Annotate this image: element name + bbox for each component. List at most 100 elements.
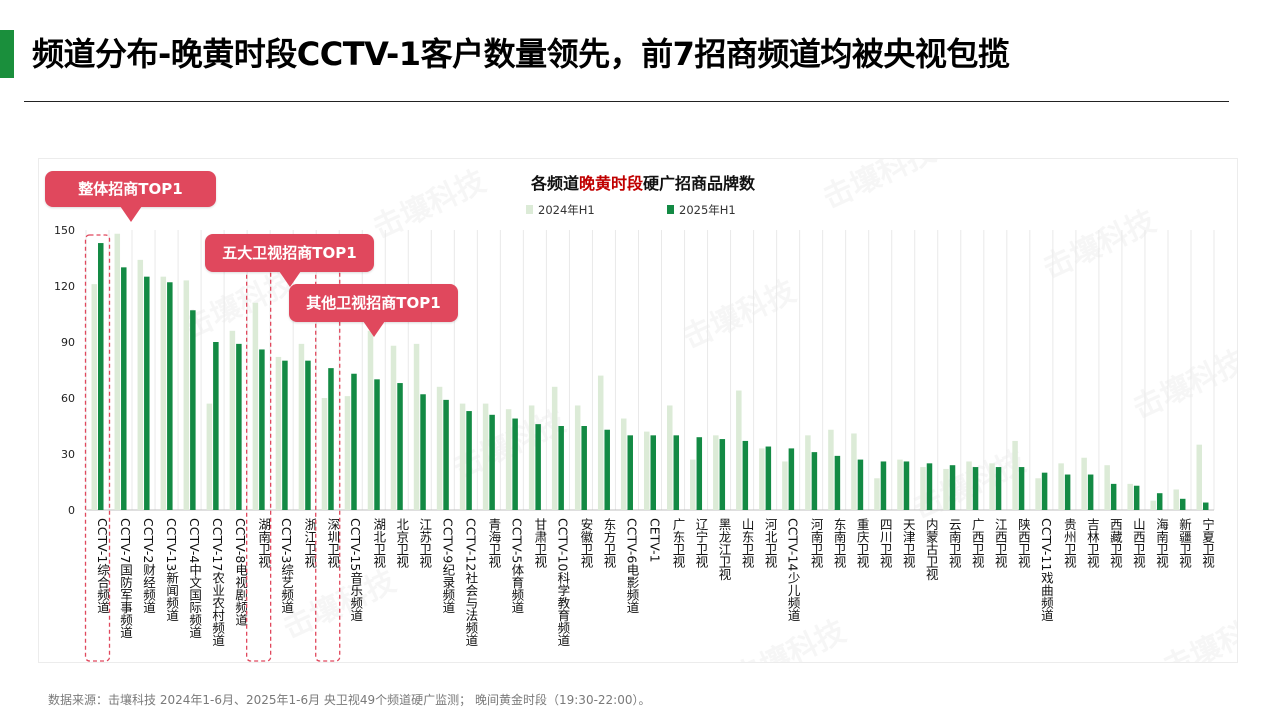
x-tick-label: 宁夏卫视 bbox=[1200, 517, 1215, 568]
watermark-text: 击壤科技 bbox=[818, 159, 942, 216]
x-tick-label: 青海卫视 bbox=[486, 518, 501, 568]
bar-2024h1 bbox=[966, 461, 972, 510]
x-tick-label: 黑龙江卫视 bbox=[717, 518, 732, 581]
bar-2024h1 bbox=[1035, 478, 1041, 510]
bar-2025h1 bbox=[144, 276, 150, 510]
bar-2025h1 bbox=[903, 461, 910, 510]
x-tick-label: CCTV-8电视剧频道 bbox=[233, 518, 248, 626]
bar-2024h1 bbox=[91, 284, 98, 510]
bar-2025h1 bbox=[1018, 467, 1025, 510]
bar-2024h1 bbox=[828, 429, 834, 510]
x-tick-label: 海南卫视 bbox=[1154, 517, 1169, 568]
chart-title-highlight: 晚黄时段 bbox=[579, 174, 644, 193]
x-tick-label: CCTV-4中文国际频道 bbox=[187, 518, 202, 638]
bar-2024h1 bbox=[690, 459, 696, 510]
bar-2025h1 bbox=[328, 368, 334, 510]
x-tick-label: 河北卫视 bbox=[763, 518, 778, 568]
x-tick-label: 东方卫视 bbox=[601, 518, 616, 568]
bar-2024h1 bbox=[229, 330, 236, 510]
bar-2024h1 bbox=[505, 409, 512, 510]
bar-2025h1 bbox=[604, 429, 610, 510]
page-title: 频道分布-晚黄时段CCTV-1客户数量领先，前7招商频道均被央视包揽 bbox=[32, 35, 1010, 73]
bar-2024h1 bbox=[620, 418, 627, 510]
title-accent-bar bbox=[0, 30, 14, 78]
bar-2024h1 bbox=[597, 375, 604, 510]
x-tick-label: CCTV-13新闻频道 bbox=[164, 518, 179, 621]
bar-2024h1 bbox=[713, 435, 719, 510]
x-tick-label: 陕西卫视 bbox=[1016, 517, 1031, 568]
x-tick-label: 吉林卫视 bbox=[1085, 518, 1100, 568]
bar-2025h1 bbox=[190, 310, 196, 510]
bar-2025h1 bbox=[742, 440, 749, 510]
x-tick-label: 东南卫视 bbox=[832, 518, 847, 568]
bar-2025h1 bbox=[926, 463, 933, 510]
bar-2024h1 bbox=[367, 330, 374, 510]
bar-2025h1 bbox=[98, 243, 104, 511]
chart-title-part: 硬广招商品牌数 bbox=[643, 174, 756, 193]
bar-2025h1 bbox=[811, 452, 818, 510]
bar-2025h1 bbox=[696, 437, 703, 510]
bar-2025h1 bbox=[834, 455, 841, 510]
bar-2024h1 bbox=[574, 405, 581, 510]
watermark-text: 击壤科技 bbox=[368, 164, 492, 246]
bar-2024h1 bbox=[183, 280, 190, 510]
x-tick-label: 重庆卫视 bbox=[855, 517, 870, 568]
bar-2024h1 bbox=[160, 276, 167, 510]
bar-2024h1 bbox=[736, 390, 742, 510]
bar-2025h1 bbox=[627, 435, 633, 510]
bar-2025h1 bbox=[581, 426, 587, 510]
x-tick-label: CCTV-17农业农村频道 bbox=[210, 518, 225, 646]
bar-2025h1 bbox=[512, 418, 518, 510]
x-tick-label: 贵州卫视 bbox=[1062, 518, 1077, 568]
bar-2025h1 bbox=[443, 399, 449, 510]
watermark-text: 击壤科技 bbox=[678, 274, 802, 356]
x-tick-label: CCTV-2财经频道 bbox=[141, 518, 156, 613]
y-tick-label: 0 bbox=[68, 504, 75, 517]
bar-2025h1 bbox=[1064, 474, 1071, 510]
bar-2024h1 bbox=[644, 431, 650, 510]
bar-2024h1 bbox=[943, 468, 949, 510]
bar-2025h1 bbox=[1156, 493, 1163, 510]
x-tick-label: 江苏卫视 bbox=[417, 518, 432, 568]
bar-2024h1 bbox=[897, 459, 903, 510]
bar-2024h1 bbox=[252, 302, 259, 510]
y-tick-label: 90 bbox=[61, 336, 75, 349]
bar-2024h1 bbox=[667, 405, 673, 510]
bar-2024h1 bbox=[989, 463, 995, 510]
x-tick-label: 山西卫视 bbox=[1131, 518, 1146, 568]
x-tick-label: CCTV-9纪录频道 bbox=[440, 518, 455, 613]
x-tick-label: 西藏卫视 bbox=[1108, 518, 1123, 568]
bar-2025h1 bbox=[213, 342, 219, 510]
bar-2024h1 bbox=[759, 448, 765, 510]
bar-2025h1 bbox=[489, 414, 495, 510]
bar-2024h1 bbox=[528, 405, 535, 510]
bar-2024h1 bbox=[344, 396, 351, 510]
bar-2025h1 bbox=[765, 446, 772, 510]
x-tick-label: 辽宁卫视 bbox=[694, 518, 709, 568]
bar-2025h1 bbox=[535, 424, 541, 510]
bar-2025h1 bbox=[167, 282, 173, 510]
bar-2024h1 bbox=[321, 398, 328, 510]
legend-label: 2024年H1 bbox=[538, 203, 595, 217]
x-tick-label: 浙江卫视 bbox=[302, 517, 317, 568]
x-tick-label: 云南卫视 bbox=[947, 518, 962, 568]
bar-2025h1 bbox=[397, 383, 403, 510]
bar-2024h1 bbox=[390, 345, 397, 510]
bar-2024h1 bbox=[298, 343, 305, 510]
bar-2025h1 bbox=[236, 343, 242, 510]
x-tick-label: 深圳卫视 bbox=[325, 518, 340, 568]
x-tick-label: CCTV-14少儿频道 bbox=[786, 518, 801, 621]
x-tick-label: CCTV-1综合频道 bbox=[95, 518, 110, 613]
chart-title: 各频道晚黄时段硬广招商品牌数 bbox=[530, 174, 756, 193]
bar-2024h1 bbox=[137, 259, 144, 510]
bar-2025h1 bbox=[1202, 502, 1209, 510]
bar-chart: 击壤科技击壤科技击壤科技击壤科技击壤科技击壤科技击壤科技击壤科技击壤科技击壤科技… bbox=[54, 159, 1215, 662]
bar-2025h1 bbox=[1133, 485, 1140, 510]
x-tick-label: CCTV-10科学教育频道 bbox=[555, 518, 570, 646]
highlight-box bbox=[84, 234, 111, 662]
bar-2024h1 bbox=[805, 435, 811, 510]
bar-2024h1 bbox=[1196, 444, 1202, 510]
x-tick-label: CCTV-12社会与法频道 bbox=[463, 518, 478, 646]
chart-title-part: 各频道 bbox=[530, 174, 579, 193]
bar-2025h1 bbox=[1041, 472, 1048, 510]
